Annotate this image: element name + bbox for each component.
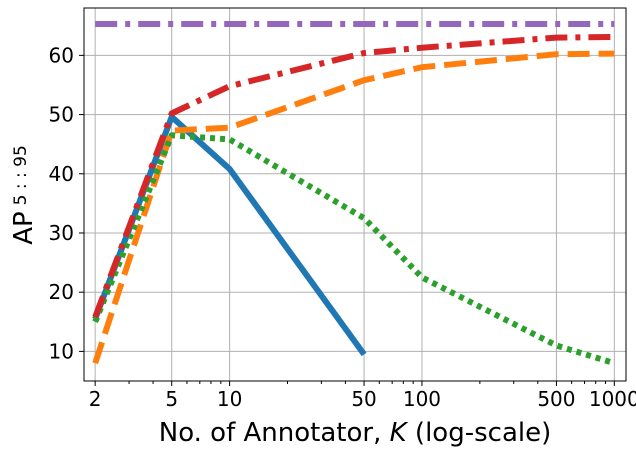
y-axis-label-main: AP — [9, 211, 39, 244]
x-tick-label: 2 — [89, 387, 102, 411]
x-axis-label-variable: K — [390, 418, 409, 448]
x-tick-label: 5 — [165, 387, 178, 411]
x-axis-ticks: 2 5 10 50 100 500 1000 — [89, 381, 636, 411]
y-axis-label-subscript: 5 : : 95 — [11, 145, 31, 205]
grid — [84, 8, 626, 381]
x-tick-label: 10 — [217, 387, 242, 411]
plot-frame — [83, 7, 627, 382]
y-tick-label: 50 — [49, 103, 74, 127]
x-axis-label: No. of Annotator, K (log-scale) — [159, 418, 551, 448]
series-line-3 — [92, 50, 615, 365]
y-tick-label: 60 — [49, 43, 74, 67]
y-tick-label: 10 — [49, 339, 74, 363]
y-tick-label: 30 — [49, 221, 74, 245]
y-tick-label: 20 — [49, 280, 74, 304]
svg-text:AP5 : : 95: AP 5 : : 95 — [9, 145, 39, 245]
x-tick-label: 1000 — [589, 387, 636, 411]
y-axis-label: AP 5 : : 95 — [9, 145, 39, 245]
series-line-5 — [92, 34, 615, 319]
x-tick-label: 100 — [403, 387, 441, 411]
y-axis-ticks: 10 20 30 40 50 60 — [49, 43, 84, 363]
x-axis-label-suffix: (log-scale) — [407, 418, 552, 448]
series-group — [92, 21, 616, 367]
x-axis-label-main: No. of Annotator, — [159, 418, 390, 448]
x-tick-label: 50 — [351, 387, 376, 411]
series-line-4 — [92, 132, 616, 367]
y-tick-label: 40 — [49, 162, 74, 186]
x-tick-label: 500 — [537, 387, 575, 411]
